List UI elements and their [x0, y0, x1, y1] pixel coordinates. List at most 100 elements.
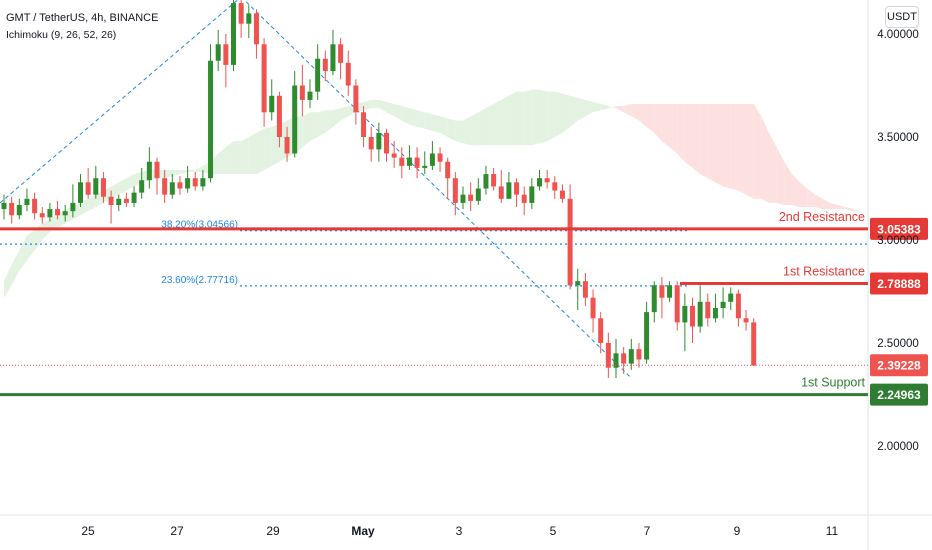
ichimoku-cloud-segment: [409, 108, 418, 127]
ichimoku-cloud-segment: [233, 141, 242, 175]
candle-body: [567, 198, 573, 286]
candle: [529, 178, 535, 210]
candle-body: [315, 58, 321, 92]
ichimoku-cloud-segment: [432, 114, 441, 133]
candle-body: [269, 95, 275, 113]
candle-body: [751, 322, 757, 366]
candle-body: [24, 198, 30, 205]
ichimoku-cloud-segment: [164, 169, 173, 179]
ichimoku-cloud-segment: [700, 104, 708, 179]
candle: [55, 200, 61, 220]
price-badge: [870, 272, 928, 295]
candle-body: [429, 153, 435, 166]
candle-body: [735, 293, 741, 319]
candle: [9, 196, 15, 224]
x-tick-label: 29: [266, 524, 280, 538]
candle: [406, 145, 412, 170]
ichimoku-cloud-segment: [547, 91, 555, 142]
candle-body: [70, 202, 76, 212]
candle-body: [621, 353, 627, 364]
y-tick-label: 2.50000: [877, 338, 919, 350]
candle: [93, 165, 99, 199]
candle-body: [47, 209, 53, 218]
candle: [353, 79, 359, 125]
candle: [506, 172, 512, 199]
ichimoku-cloud-segment: [631, 104, 639, 121]
candle-body: [743, 318, 749, 323]
candle: [636, 343, 642, 368]
candle-body: [559, 190, 565, 199]
ichimoku-cloud-segment: [126, 174, 135, 191]
candle: [123, 192, 129, 208]
candle: [368, 126, 374, 162]
candle-body: [697, 301, 703, 327]
y-tick-label: 2.00000: [877, 441, 919, 453]
ichimoku-cloud-segment: [264, 126, 272, 170]
ichimoku-cloud-segment: [11, 250, 20, 286]
candle-body: [437, 153, 443, 162]
candle-body: [215, 44, 221, 61]
candle: [414, 147, 420, 179]
candle: [322, 50, 328, 82]
candle: [200, 169, 206, 191]
candle: [605, 332, 611, 379]
candle: [154, 157, 160, 195]
candle-body: [491, 174, 497, 187]
candle: [238, 0, 244, 39]
candle-body: [299, 85, 305, 100]
candle-body: [292, 85, 298, 154]
candle-body: [460, 194, 466, 203]
ichimoku-cloud-segment: [616, 106, 624, 113]
candle-body: [674, 285, 680, 323]
plot-area: [0, 0, 868, 515]
candle-body: [284, 137, 290, 154]
ichimoku-cloud-segment: [516, 91, 525, 146]
candle: [613, 338, 619, 379]
candle-body: [123, 198, 129, 203]
candle: [192, 172, 198, 191]
candle: [1, 194, 7, 220]
ichimoku-cloud-segment: [256, 128, 265, 175]
x-tick-label: 5: [550, 524, 557, 538]
ichimoku-cloud-segment: [424, 112, 433, 131]
x-tick-label: 25: [81, 524, 95, 538]
candle-body: [177, 182, 183, 189]
ichimoku-cloud-segment: [478, 108, 486, 146]
ichimoku-cloud-segment: [570, 95, 578, 127]
ichimoku-cloud-segment: [654, 104, 662, 142]
candle: [345, 50, 351, 96]
currency-button[interactable]: USDT: [885, 6, 919, 28]
candle-body: [78, 182, 83, 203]
ichimoku-cloud-segment: [501, 95, 509, 146]
candle-body: [422, 165, 428, 168]
candle: [705, 293, 711, 327]
candle: [315, 44, 321, 100]
ichimoku-cloud-segment: [814, 194, 823, 210]
ichimoku-cloud-segment: [241, 137, 249, 175]
ichimoku-cloud-segment: [248, 132, 257, 175]
price-badge-label: 2.39228: [877, 359, 921, 373]
ichimoku-cloud-segment: [608, 106, 616, 109]
ichimoku-cloud-segment: [118, 178, 127, 195]
candle-body: [9, 202, 15, 216]
candle: [47, 202, 53, 222]
candle: [483, 165, 489, 195]
candle-body: [506, 182, 512, 199]
candle: [391, 141, 397, 168]
indicator-legend[interactable]: Ichimoku (9, 26, 52, 26): [6, 29, 117, 41]
candle: [437, 147, 443, 173]
ichimoku-cloud-segment: [417, 110, 425, 129]
candle-body: [705, 301, 711, 319]
candle-body: [208, 60, 214, 179]
ichimoku-cloud-segment: [4, 264, 12, 298]
candle: [735, 289, 741, 327]
candle: [177, 176, 183, 195]
candle: [659, 277, 665, 319]
ichimoku-cloud-segment: [111, 182, 119, 199]
ichimoku-cloud-segment: [730, 104, 739, 191]
ichimoku-cloud-segment: [562, 93, 571, 133]
candle-body: [146, 161, 152, 181]
symbol-title: GMT / TetherUS, 4h, BINANCE: [6, 12, 159, 24]
candle-body: [32, 198, 38, 214]
